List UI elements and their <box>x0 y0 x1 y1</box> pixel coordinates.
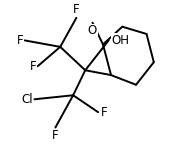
Text: F: F <box>16 34 23 47</box>
Text: O: O <box>88 24 97 37</box>
Text: F: F <box>29 60 36 73</box>
Text: F: F <box>101 106 108 119</box>
Text: OH: OH <box>112 34 130 47</box>
Text: F: F <box>52 129 59 142</box>
Text: F: F <box>73 3 80 16</box>
Text: Cl: Cl <box>21 93 33 106</box>
